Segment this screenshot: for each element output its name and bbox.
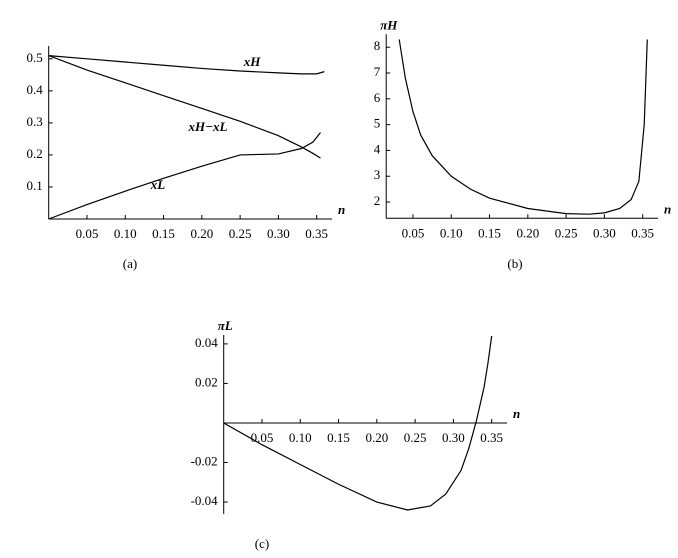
y-tick-label: 0.1 [26, 178, 42, 193]
caption: (c) [255, 536, 269, 551]
x-tick-label: 0.20 [516, 225, 539, 240]
y-tick-label: 4 [374, 141, 381, 156]
y-axis-label: πH [380, 17, 398, 32]
caption: (b) [507, 256, 522, 271]
y-tick-label: 0.02 [195, 374, 218, 389]
y-tick-label: 7 [374, 64, 381, 79]
x-tick-label: 0.20 [190, 226, 213, 241]
caption: (a) [123, 256, 137, 271]
y-tick-label: 3 [374, 167, 381, 182]
x-tick-label: 0.10 [440, 225, 463, 240]
y-tick-label: -0.02 [191, 453, 218, 468]
series-line [223, 335, 493, 511]
series-label: xH [243, 54, 262, 69]
x-tick-label: 0.30 [267, 226, 290, 241]
x-tick-label: 0.35 [305, 226, 328, 241]
series-label: xL [150, 177, 166, 192]
y-tick-label: 0.04 [195, 335, 218, 350]
y-tick-label: 0.3 [26, 114, 42, 129]
x-tick-label: 0.25 [404, 430, 427, 445]
y-tick-label: 8 [374, 38, 381, 53]
y-tick-label: -0.04 [191, 493, 219, 508]
x-tick-label: 0.25 [229, 226, 252, 241]
x-axis-label: n [338, 202, 345, 217]
x-tick-label: 0.10 [289, 430, 312, 445]
series-line [48, 132, 321, 220]
y-axis-label: πL [218, 318, 233, 333]
x-tick-label: 0.25 [555, 225, 578, 240]
x-tick-label: 0.15 [478, 225, 501, 240]
series-line [48, 55, 325, 75]
y-tick-label: 0.4 [26, 82, 43, 97]
x-tick-label: 0.15 [327, 430, 350, 445]
x-axis-label: n [513, 406, 520, 421]
x-tick-label: 0.35 [480, 430, 503, 445]
series-line [48, 55, 321, 159]
x-tick-label: 0.30 [593, 225, 616, 240]
y-tick-label: 6 [374, 90, 381, 105]
x-tick-label: 0.05 [402, 225, 425, 240]
series-line [398, 39, 648, 215]
y-tick-label: 2 [374, 193, 381, 208]
y-tick-label: 0.2 [26, 146, 42, 161]
x-tick-label: 0.20 [365, 430, 388, 445]
x-tick-label: 0.05 [76, 226, 99, 241]
y-tick-label: 5 [374, 116, 381, 131]
y-tick-label: 0.5 [26, 50, 42, 65]
x-tick-label: 0.35 [631, 225, 654, 240]
x-tick-label: 0.05 [251, 430, 274, 445]
x-tick-label: 0.30 [442, 430, 465, 445]
series-label: xH−xL [188, 119, 228, 134]
x-tick-label: 0.10 [114, 226, 137, 241]
x-tick-label: 0.15 [152, 226, 175, 241]
x-axis-label: n [664, 201, 671, 216]
